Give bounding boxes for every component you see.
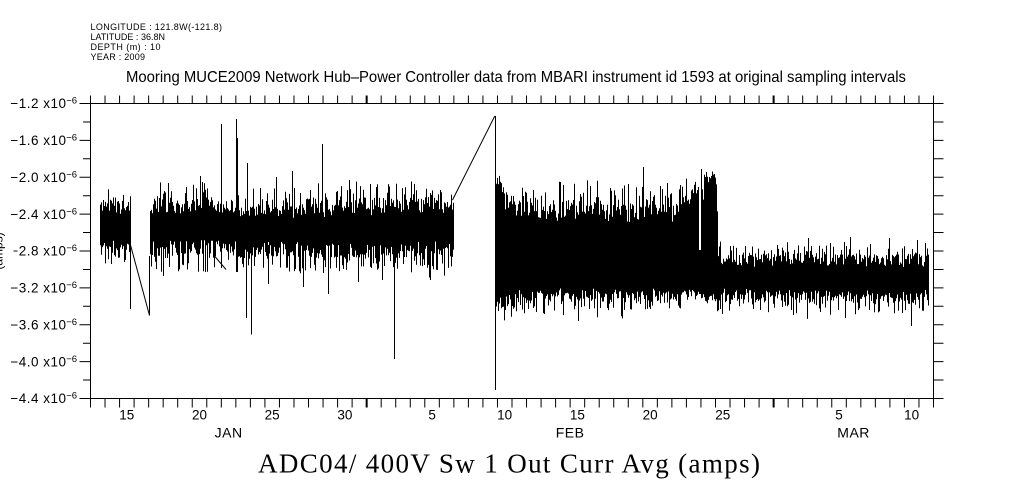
svg-text:15: 15 xyxy=(570,408,585,423)
svg-text:5: 5 xyxy=(835,408,843,423)
svg-text:20: 20 xyxy=(192,408,207,423)
svg-text:−6: −6 xyxy=(66,391,77,402)
svg-text:−2.4 x10: −2.4 x10 xyxy=(10,207,66,222)
svg-text:5: 5 xyxy=(428,408,436,423)
svg-text:10: 10 xyxy=(904,408,919,423)
svg-text:−6: −6 xyxy=(66,133,77,144)
svg-text:−3.2 x10: −3.2 x10 xyxy=(10,281,66,296)
svg-text:30: 30 xyxy=(337,408,352,423)
svg-text:FEB: FEB xyxy=(556,425,585,441)
svg-text:−6: −6 xyxy=(66,206,77,217)
svg-text:−6: −6 xyxy=(66,169,77,180)
svg-text:15: 15 xyxy=(119,408,134,423)
svg-text:ADC04/ 400V Sw 1 Out Curr Avg: ADC04/ 400V Sw 1 Out Curr Avg (amps) xyxy=(258,449,760,479)
svg-text:JAN: JAN xyxy=(215,425,243,441)
svg-text:LATITUDE : 36.8N: LATITUDE : 36.8N xyxy=(91,32,166,42)
svg-text:−6: −6 xyxy=(66,96,77,107)
svg-text:LONGITUDE : 121.8W(-121.8): LONGITUDE : 121.8W(-121.8) xyxy=(91,22,223,32)
svg-text:10: 10 xyxy=(497,408,512,423)
svg-text:−3.6 x10: −3.6 x10 xyxy=(10,317,66,332)
svg-text:(amps): (amps) xyxy=(0,232,6,269)
svg-text:−6: −6 xyxy=(66,354,77,365)
svg-text:25: 25 xyxy=(715,408,730,423)
svg-text:−6: −6 xyxy=(66,317,77,328)
svg-text:−4.4 x10: −4.4 x10 xyxy=(10,391,66,406)
svg-text:20: 20 xyxy=(643,408,658,423)
svg-text:YEAR : 2009: YEAR : 2009 xyxy=(91,52,146,62)
svg-text:DEPTH (m) : 10: DEPTH (m) : 10 xyxy=(91,42,161,52)
svg-text:−1.6 x10: −1.6 x10 xyxy=(10,133,66,148)
svg-text:−1.2 x10: −1.2 x10 xyxy=(10,96,66,111)
svg-text:−6: −6 xyxy=(66,280,77,291)
svg-text:MAR: MAR xyxy=(837,425,870,441)
svg-text:25: 25 xyxy=(265,408,280,423)
svg-text:−2.0 x10: −2.0 x10 xyxy=(10,170,66,185)
svg-text:Mooring MUCE2009 Network Hub–P: Mooring MUCE2009 Network Hub–Power Contr… xyxy=(126,69,906,86)
svg-text:−6: −6 xyxy=(66,243,77,254)
svg-text:−2.8 x10: −2.8 x10 xyxy=(10,244,66,259)
svg-text:−4.0 x10: −4.0 x10 xyxy=(10,354,66,369)
